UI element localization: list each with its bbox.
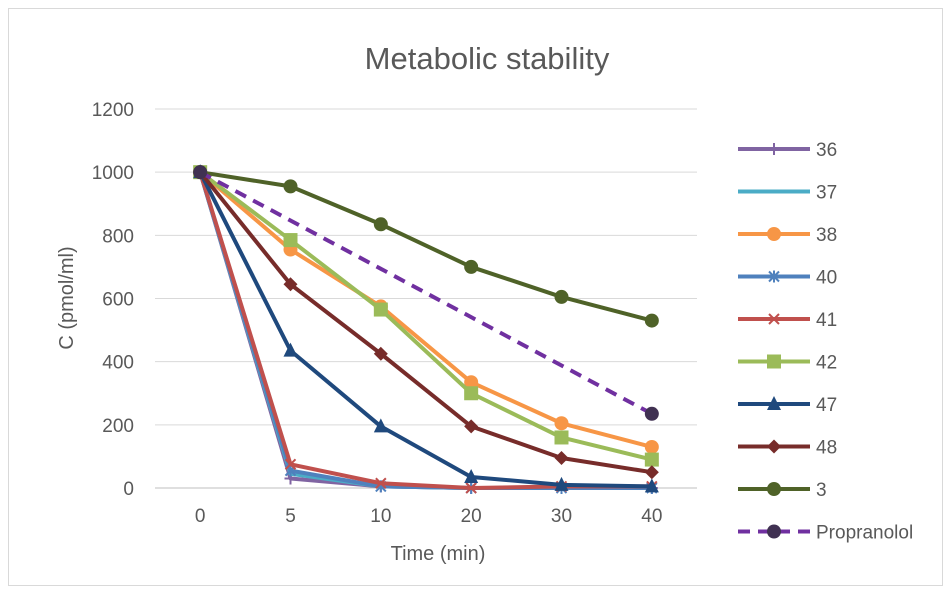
data-point: [464, 419, 479, 434]
legend-item: 37: [738, 183, 837, 204]
data-point: [373, 418, 388, 433]
series-line: [199, 170, 653, 323]
series-47: [193, 164, 659, 493]
data-point: [644, 439, 659, 454]
data-point: [767, 354, 781, 369]
series-line: [198, 170, 653, 475]
legend-label: 36: [816, 140, 837, 161]
legend-item: 36: [738, 140, 837, 161]
legend-item: 3: [738, 480, 827, 501]
data-point: [554, 430, 569, 445]
series-line: [198, 170, 653, 449]
data-point: [464, 386, 479, 401]
legend-label: 42: [816, 353, 837, 374]
legend-item: 48: [738, 438, 837, 459]
legend-item: 41: [738, 310, 837, 331]
data-point: [373, 302, 388, 317]
data-point: [768, 270, 780, 283]
data-point: [644, 452, 659, 467]
legend-label: 37: [816, 183, 837, 204]
data-point: [375, 477, 387, 489]
y-tick-label: 200: [102, 416, 134, 437]
legend-label: 41: [816, 310, 837, 331]
data-point: [767, 396, 781, 410]
series-line: [199, 170, 653, 416]
data-point: [193, 165, 208, 180]
data-point: [644, 406, 659, 421]
chart-title: Metabolic stability: [365, 41, 610, 76]
data-point: [283, 342, 298, 357]
data-point: [554, 416, 569, 431]
y-tick-label: 800: [102, 226, 134, 247]
legend-label: 47: [816, 395, 837, 416]
series-48: [193, 165, 659, 480]
x-axis-label: Time (min): [391, 543, 486, 565]
data-point: [554, 476, 569, 491]
legend-item: Propranolol: [738, 523, 913, 544]
data-point: [767, 227, 781, 241]
legend-label: 38: [816, 225, 837, 246]
legend-label: Propranolol: [816, 523, 913, 544]
x-axis-ticks: 0 5 10 20 30 40: [195, 506, 663, 527]
data-point: [767, 439, 781, 454]
legend-label: 48: [816, 438, 837, 459]
x-tick-label: 40: [641, 506, 662, 527]
legend-item: 40: [738, 268, 837, 289]
legend: 36 37 38 40 41 42 47 48 3 Propranolol: [738, 140, 913, 544]
y-tick-label: 400: [102, 353, 134, 374]
data-point: [554, 450, 569, 465]
data-point: [373, 217, 388, 232]
legend-label: 3: [816, 480, 827, 501]
y-tick-label: 0: [123, 479, 134, 500]
data-point: [283, 179, 298, 194]
legend-item: 47: [738, 395, 837, 416]
data-point: [464, 259, 479, 274]
y-tick-label: 1200: [92, 100, 134, 121]
data-point: [767, 524, 781, 539]
legend-item: 42: [738, 353, 837, 374]
legend-label: 40: [816, 268, 837, 289]
data-point: [554, 289, 569, 304]
data-point: [644, 478, 659, 493]
x-tick-label: 5: [285, 506, 296, 527]
data-point: [644, 313, 659, 328]
data-point: [464, 468, 479, 483]
data-point: [373, 346, 388, 361]
y-tick-label: 1000: [92, 163, 134, 184]
data-point: [768, 313, 780, 325]
data-point: [768, 143, 780, 155]
chart-border: [8, 8, 943, 586]
data-point: [644, 465, 659, 480]
data-point: [283, 277, 298, 292]
x-tick-label: 30: [551, 506, 572, 527]
x-tick-label: 10: [370, 506, 391, 527]
series-line: [198, 170, 653, 462]
y-tick-label: 600: [102, 290, 134, 311]
data-point: [284, 458, 297, 471]
data-point: [465, 482, 477, 494]
x-tick-label: 20: [461, 506, 482, 527]
x-tick-label: 0: [195, 506, 206, 527]
series-line: [198, 171, 652, 489]
data-point: [283, 233, 298, 248]
y-axis-label: C (pmol/ml): [56, 246, 78, 349]
data-point: [464, 375, 479, 390]
gridlines: [155, 108, 697, 489]
y-axis-ticks: 0 200 400 600 800 1000 1200: [92, 100, 134, 500]
legend-item: 38: [738, 225, 837, 246]
data-point: [767, 482, 781, 496]
series-layer: [193, 164, 659, 494]
series-Propranolol: [193, 165, 659, 421]
